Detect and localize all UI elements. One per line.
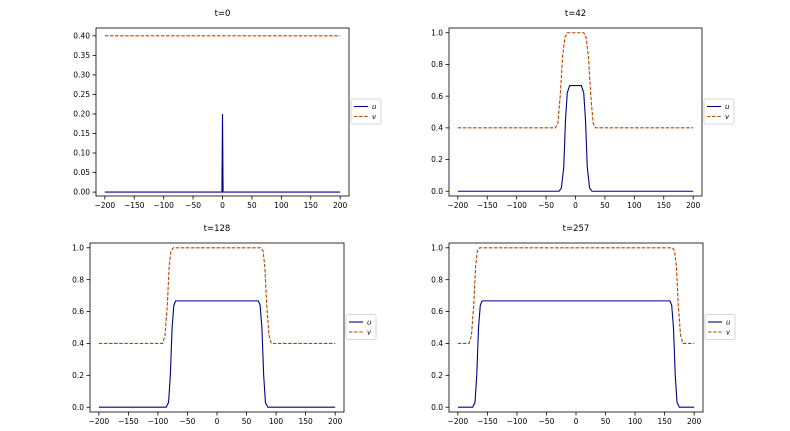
- y-tick-label: 0.15: [73, 129, 90, 138]
- legend: uv: [703, 98, 735, 125]
- subplot-4: t=257 −200 −150 −100 −50 0 50 100 150 200 0.0 0.2 0.…: [431, 224, 736, 426]
- subplot-3: t=128 −200 −150 −100 −50 0 50 100 150 200 0.0 0.2 0.…: [72, 224, 377, 426]
- x-tick-label: −100: [153, 201, 174, 210]
- legend-box: [345, 314, 377, 340]
- y-tick-label: 1.0: [72, 243, 84, 252]
- y-tick-label: 1.0: [431, 243, 443, 252]
- x-tick-label: −200: [448, 201, 469, 210]
- x-tick-label: −100: [507, 417, 528, 426]
- subplot-title: t=257: [563, 224, 590, 234]
- y-tick-label: 0.6: [431, 307, 443, 316]
- y-tick-label: 0.8: [431, 60, 443, 69]
- legend: uv: [350, 98, 382, 125]
- y-tick-label: 0.8: [431, 275, 443, 284]
- y-tick-label: 1.0: [431, 28, 443, 37]
- y-tick-label: 0.6: [72, 307, 84, 316]
- x-tick-label: 100: [627, 201, 642, 210]
- x-tick-label: 50: [242, 417, 252, 426]
- axes-frame: [448, 27, 703, 197]
- subplot-title: t=128: [204, 224, 231, 234]
- y-tick-label: 0.30: [73, 70, 90, 79]
- x-tick-label: 150: [657, 201, 672, 210]
- y-tick-label: 0.2: [431, 371, 443, 380]
- x-tick-label: 100: [628, 417, 643, 426]
- x-tick-label: 50: [601, 417, 611, 426]
- x-tick-label: 150: [304, 201, 319, 210]
- y-tick-label: 0.40: [73, 31, 90, 40]
- x-tick-label: −200: [448, 417, 469, 426]
- legend-label-u: u: [367, 319, 372, 327]
- legend-box: [704, 314, 736, 340]
- x-tick-label: 0: [574, 417, 579, 426]
- legend-box: [703, 98, 735, 125]
- subplot-1: t=0 −200 −150 −100 −50 0 50 100 150 200 0.00 0.05 0.…: [73, 9, 382, 210]
- series-line-u: [457, 84, 694, 192]
- series-line-u: [98, 300, 336, 408]
- series-line-u: [457, 300, 695, 408]
- y-tick-label: 0.2: [72, 371, 84, 380]
- x-tick-label: 50: [247, 201, 257, 210]
- x-tick-label: −150: [477, 201, 498, 210]
- x-tick-label: 0: [215, 417, 220, 426]
- x-tick-label: 200: [328, 417, 343, 426]
- x-tick-label: 150: [657, 417, 672, 426]
- x-tick-label: 200: [333, 201, 348, 210]
- legend-label-v: v: [726, 329, 731, 337]
- x-tick-label: 0: [573, 201, 578, 210]
- y-tick-label: 0.0: [72, 403, 84, 412]
- y-tick-label: 0.4: [431, 123, 443, 132]
- y-tick-label: 0.25: [73, 90, 90, 99]
- x-tick-label: −150: [477, 417, 498, 426]
- y-tick-label: 0.00: [73, 188, 90, 197]
- y-tick-label: 0.4: [431, 339, 443, 348]
- subplot-title: t=42: [565, 9, 586, 19]
- x-tick-label: −50: [185, 201, 201, 210]
- x-tick-label: −100: [506, 201, 527, 210]
- series-line-v: [457, 247, 695, 344]
- x-tick-label: −100: [148, 417, 169, 426]
- y-tick-label: 0.05: [73, 168, 90, 177]
- series-line-v: [98, 247, 336, 344]
- y-tick-label: 0.10: [73, 149, 90, 158]
- y-tick-label: 0.0: [431, 403, 443, 412]
- axes-frame: [89, 242, 345, 413]
- x-tick-label: 100: [269, 417, 284, 426]
- y-tick-label: 0.20: [73, 110, 90, 119]
- subplot-2: t=42 −200 −150 −100 −50 0 50 100 150 200 0.0 0.2 0.4…: [431, 9, 735, 210]
- y-tick-label: 0.4: [72, 339, 84, 348]
- y-tick-label: 0.35: [73, 51, 90, 60]
- x-tick-label: 200: [687, 417, 702, 426]
- legend-box: [350, 98, 382, 125]
- legend-label-v: v: [725, 113, 730, 121]
- x-tick-label: −150: [124, 201, 145, 210]
- axes-frame: [448, 242, 704, 413]
- subplot-title: t=0: [215, 9, 231, 19]
- x-tick-label: 100: [274, 201, 289, 210]
- x-tick-label: −200: [95, 201, 116, 210]
- x-tick-label: −50: [539, 417, 555, 426]
- legend-label-u: u: [726, 319, 731, 327]
- legend: uv: [704, 314, 736, 340]
- series-line-u: [104, 113, 341, 193]
- y-tick-label: 0.8: [72, 275, 84, 284]
- legend-label-v: v: [372, 113, 377, 121]
- x-tick-label: 0: [220, 201, 225, 210]
- x-tick-label: 150: [298, 417, 313, 426]
- y-tick-label: 0.2: [431, 155, 443, 164]
- x-tick-label: 200: [686, 201, 701, 210]
- legend: uv: [345, 314, 377, 340]
- x-tick-label: 50: [600, 201, 610, 210]
- x-tick-label: −50: [538, 201, 554, 210]
- series-line-v: [457, 32, 694, 129]
- x-tick-label: −50: [180, 417, 196, 426]
- legend-label-u: u: [372, 103, 377, 111]
- legend-label-v: v: [367, 329, 372, 337]
- y-tick-label: 0.6: [431, 92, 443, 101]
- x-tick-label: −150: [118, 417, 139, 426]
- x-tick-label: −200: [89, 417, 110, 426]
- legend-label-u: u: [725, 103, 730, 111]
- y-tick-label: 0.0: [431, 187, 443, 196]
